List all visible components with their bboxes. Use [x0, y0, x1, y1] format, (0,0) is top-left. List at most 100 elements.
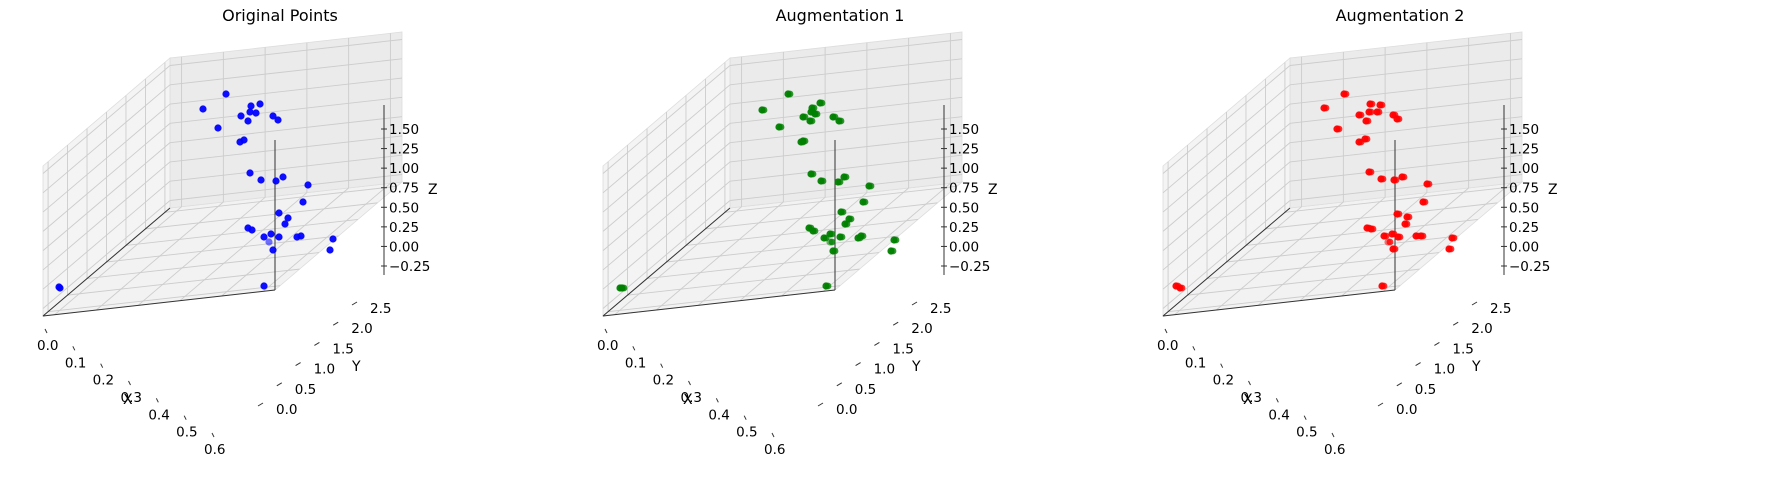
x-tick-label: 0.0 [1157, 338, 1178, 354]
z-tick-label: 0.50 [949, 200, 979, 216]
grid-line [1284, 185, 1517, 213]
x-tick-label: 0.3 [681, 390, 702, 406]
grid-line [1383, 182, 1511, 292]
x-tick-mark [1303, 415, 1307, 420]
z-tick-label: 0.25 [1509, 220, 1539, 236]
data-point [1392, 176, 1400, 184]
data-point [246, 169, 254, 177]
z-tick-label: 1.25 [949, 142, 979, 158]
grid-line [42, 84, 171, 194]
x-tick-label: 0.6 [764, 442, 785, 458]
grid-line [823, 182, 951, 292]
data-point [1379, 175, 1387, 183]
z-tick-label: 1.25 [389, 142, 419, 158]
grid-line [1174, 206, 1302, 316]
data-point [760, 106, 768, 114]
data-point [274, 116, 282, 124]
grid-line [705, 202, 938, 230]
grid-line [729, 174, 963, 201]
grid-line [1289, 39, 1523, 66]
grid-line [1341, 187, 1469, 297]
x-tick-mark [72, 346, 76, 351]
y-tick-mark [874, 341, 880, 346]
data-point [1450, 234, 1458, 242]
grid-line [602, 161, 731, 271]
x-tick-label: 0.5 [176, 425, 197, 441]
x-axis-label: X [1243, 392, 1253, 408]
grid-line [169, 154, 403, 182]
grid-line [42, 200, 171, 309]
data-point [1369, 225, 1377, 233]
data-point [299, 198, 307, 206]
x-tick-label: 0.3 [1241, 390, 1262, 406]
z-tick-label: −0.25 [1509, 259, 1550, 275]
scatter-3d-plot: 0.0 0.1 0.2 0.3 0.4 0.5 0.6 X 0.0 0.5 1.0 1.5 2.0 2.5… [37, 31, 438, 458]
grid-line [1168, 285, 1401, 313]
z-tick-label: 1.50 [1509, 122, 1539, 138]
x-tick-mark [743, 415, 747, 420]
data-point [839, 208, 847, 216]
y-tick-label: 0.0 [836, 402, 857, 418]
data-point [272, 177, 280, 185]
y-tick-label: 0.5 [1415, 382, 1436, 398]
grid-line [729, 96, 963, 124]
data-point [329, 235, 337, 243]
y-tick-mark [351, 301, 358, 306]
grid-line [42, 161, 171, 271]
y-tick-label: 1.0 [1434, 362, 1455, 378]
data-point [281, 220, 289, 228]
x-tick-label: 0.6 [204, 442, 225, 458]
data-point [1335, 125, 1343, 133]
scatter-points [616, 90, 900, 292]
grid-line [54, 206, 182, 316]
data-point [1405, 213, 1413, 221]
grid-line [48, 285, 281, 313]
data-point [256, 100, 264, 108]
x-tick-mark [1192, 346, 1196, 351]
y-tick-label: 0.0 [1396, 402, 1417, 418]
x-tick-mark [715, 398, 719, 403]
y-tick-mark [1396, 382, 1403, 387]
z-tick-label: 1.50 [389, 122, 419, 138]
axes-3d: 0.0 0.1 0.2 0.3 0.4 0.5 0.6 X 0.0 0.5 1.0 1.5 2.0 2.5… [1157, 31, 1558, 458]
y-tick-label: 2.5 [930, 301, 951, 317]
grid-line [602, 142, 731, 251]
grid-line [1289, 96, 1523, 124]
grid-line [1299, 192, 1428, 302]
grid-line [179, 192, 308, 302]
data-point [859, 232, 867, 240]
x-tick-mark [771, 432, 775, 438]
grid-line [86, 252, 320, 280]
grid-line [1289, 77, 1523, 105]
data-point [811, 227, 819, 235]
data-point [1380, 282, 1388, 290]
grid-line [1289, 58, 1523, 86]
y-axis-label: Y [351, 359, 361, 375]
x-tick-label: 0.2 [1213, 373, 1234, 389]
y-tick-mark [257, 402, 264, 407]
data-point [260, 282, 268, 290]
grid-line [602, 180, 731, 290]
data-point [267, 230, 275, 238]
y-tick-mark [1471, 301, 1478, 306]
grid-line [42, 65, 171, 174]
data-point [269, 246, 277, 254]
x-tick-mark [155, 398, 159, 403]
data-point [244, 117, 252, 125]
grid-line [1265, 202, 1498, 230]
data-point [801, 113, 809, 121]
data-point [1400, 173, 1408, 181]
grid-line [137, 196, 266, 306]
grid-line [169, 77, 403, 105]
y-tick-mark [1452, 321, 1459, 326]
x-tick-label: 0.5 [736, 425, 757, 441]
z-tick-label: 0.25 [389, 220, 419, 236]
y-tick-mark [295, 362, 301, 367]
z-tick-label: 0.00 [1509, 239, 1539, 255]
grid-line [96, 201, 224, 311]
y-tick-mark [276, 382, 283, 387]
y-tick-mark [855, 362, 861, 367]
z-tick-label: 1.00 [389, 161, 419, 177]
y-axis-label: Y [1471, 359, 1481, 375]
x-tick-label: 0.4 [1268, 407, 1289, 423]
